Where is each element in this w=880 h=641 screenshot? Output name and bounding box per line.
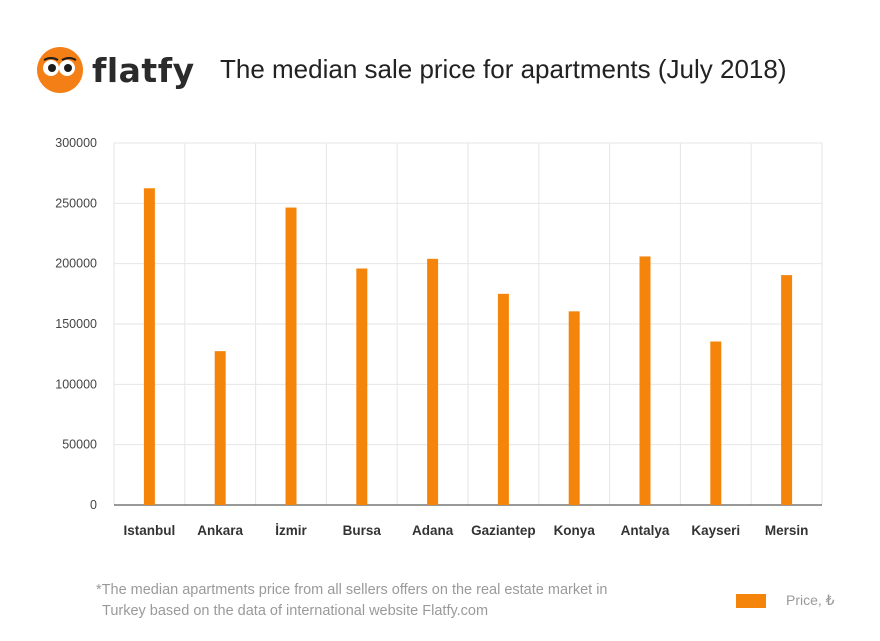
legend-swatch bbox=[736, 593, 766, 608]
y-tick-label: 200000 bbox=[55, 257, 97, 271]
y-tick-label: 300000 bbox=[55, 136, 97, 150]
chart-title: The median sale price for apartments (Ju… bbox=[220, 54, 787, 84]
owl-eyes-icon bbox=[37, 47, 83, 93]
bar-chart: 0 50000 100000 150000 200000 250000 300000 Ista… bbox=[55, 136, 823, 538]
bar bbox=[781, 275, 793, 505]
footnote: *The median apartments price from all se… bbox=[96, 580, 636, 622]
bar bbox=[568, 311, 580, 505]
x-tick-label: Kayseri bbox=[691, 523, 740, 538]
bar bbox=[639, 256, 651, 505]
bar bbox=[427, 258, 439, 505]
footnote-line-1: *The median apartments price from all se… bbox=[96, 582, 608, 598]
footnote-line-2: Turkey based on the data of internationa… bbox=[102, 603, 489, 619]
x-tick-label: Mersin bbox=[765, 523, 809, 538]
bar bbox=[143, 188, 155, 505]
bar bbox=[356, 268, 368, 505]
legend-label: Price, ₺ bbox=[786, 592, 835, 608]
bar bbox=[497, 293, 509, 505]
bar bbox=[214, 351, 226, 505]
x-tick-label: Adana bbox=[412, 523, 454, 538]
bar bbox=[710, 341, 722, 505]
bar bbox=[285, 207, 297, 505]
x-tick-label: İzmir bbox=[275, 523, 307, 538]
y-tick-label: 250000 bbox=[55, 196, 97, 210]
y-tick-label: 0 bbox=[90, 498, 97, 512]
x-tick-label: Bursa bbox=[343, 523, 382, 538]
y-tick-label: 100000 bbox=[55, 377, 97, 391]
x-tick-label: Istanbul bbox=[124, 523, 176, 538]
legend: Price, ₺ bbox=[736, 592, 835, 609]
y-tick-label: 150000 bbox=[55, 317, 97, 331]
brand-name: flatfy bbox=[92, 50, 195, 90]
x-tick-label: Gaziantep bbox=[471, 523, 536, 538]
flatfy-logo: flatfy bbox=[36, 44, 195, 96]
y-tick-label: 50000 bbox=[62, 438, 97, 452]
x-tick-label: Konya bbox=[554, 523, 596, 538]
x-tick-label: Ankara bbox=[197, 523, 243, 538]
x-tick-label: Antalya bbox=[621, 523, 670, 538]
